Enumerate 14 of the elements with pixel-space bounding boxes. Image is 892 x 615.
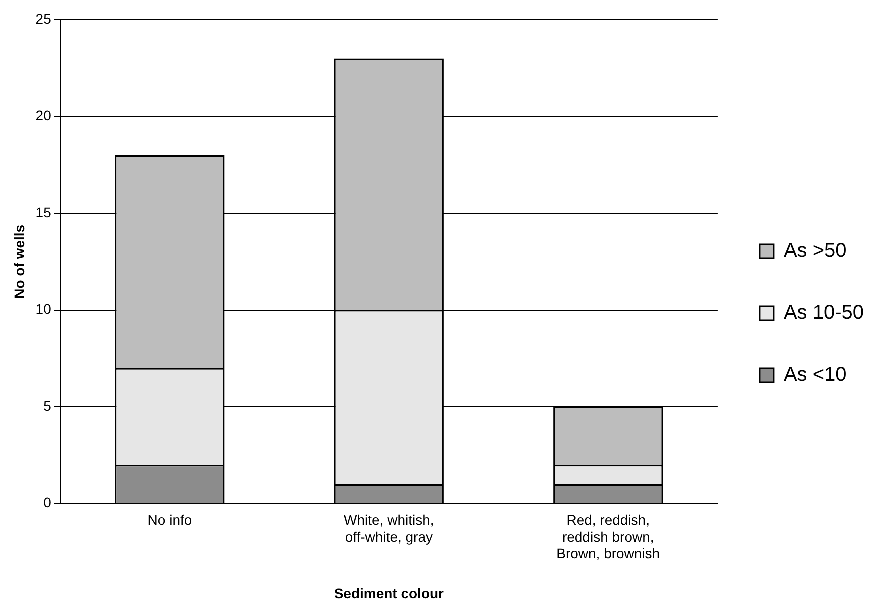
legend-label: As 10-50	[784, 302, 864, 324]
x-tick-label: Red, reddish, reddish brown, Brown, brownish	[556, 512, 660, 562]
legend-label: As <10	[784, 364, 847, 386]
y-tick-label: 0	[44, 494, 52, 511]
x-tick-label: White, whitish, off-white, gray	[344, 512, 434, 545]
y-tick-label: 20	[36, 108, 52, 124]
y-tick-label: 25	[36, 10, 52, 27]
legend-label: As >50	[784, 240, 847, 262]
x-axis-title: Sediment colour	[334, 585, 445, 602]
y-tick-label: 5	[44, 398, 52, 414]
y-tick-label: 15	[36, 204, 52, 220]
y-tick-label: 10	[36, 301, 52, 318]
y-axis-title: No of wells	[11, 224, 28, 299]
x-tick-label: No info	[148, 512, 192, 528]
